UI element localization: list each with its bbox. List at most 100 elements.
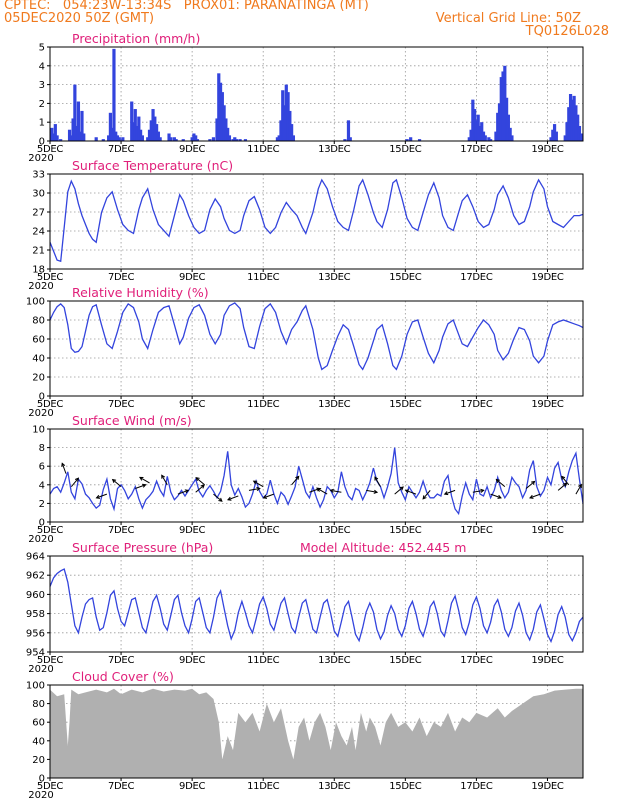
humidity-title: Relative Humidity (%)	[72, 285, 209, 300]
precipitation-ytick-label: 5	[39, 43, 45, 54]
precipitation-bar	[552, 124, 557, 141]
precipitation-bar	[114, 131, 118, 141]
precipitation-bar	[110, 127, 114, 141]
wind-frame	[49, 428, 584, 523]
wind-arrow	[330, 489, 342, 493]
wind-arrow	[525, 481, 535, 489]
wind-arrow	[227, 495, 239, 501]
precipitation-xtick-label: 19DEC	[531, 144, 564, 155]
precipitation-bar	[149, 120, 153, 141]
wind-arrow-head	[561, 475, 566, 480]
cloud-cover-year-label: 2020	[28, 790, 53, 800]
precipitation-bar	[474, 120, 478, 141]
precipitation-bar	[506, 114, 510, 141]
wind-arrow	[317, 488, 328, 495]
precipitation-xtick-label: 13DEC	[318, 144, 351, 155]
pressure-series-line	[49, 568, 584, 644]
precipitation-bar	[73, 84, 77, 141]
precipitation-bar	[505, 97, 509, 141]
precipitation-bar	[243, 139, 248, 141]
humidity-series-line	[49, 302, 584, 371]
humidity-xtick-label: 9DEC	[179, 399, 205, 410]
precipitation-bar	[282, 105, 287, 141]
wind-arrow-head	[563, 482, 568, 487]
wind-arrow	[96, 493, 108, 499]
precipitation-bar	[226, 127, 230, 141]
wind-arrow-head	[404, 489, 410, 494]
cloud-cover-ytick-label: 0	[39, 774, 45, 785]
wind-arrow-head	[399, 486, 404, 491]
pressure-ytick-label: 962	[26, 571, 45, 582]
precipitation-bar	[346, 120, 351, 141]
pressure-title: Surface Pressure (hPa)	[72, 540, 213, 555]
cloud-cover-xtick-label: 19DEC	[531, 781, 564, 792]
wind-arrow	[248, 487, 260, 491]
wind-arrow-head	[184, 489, 190, 494]
humidity-xtick-label: 11DEC	[247, 399, 280, 410]
precipitation-bar	[140, 135, 144, 141]
wind-arrow-head	[316, 488, 322, 492]
wind-arrow-head	[443, 491, 449, 496]
precipitation-ytick-label: 0	[39, 137, 45, 148]
humidity-xtick-label: 7DEC	[108, 399, 134, 410]
precipitation-bar	[121, 137, 125, 141]
wind-arrow-head	[95, 494, 101, 499]
humidity-ytick-label: 80	[32, 316, 45, 327]
humidity-ytick-label: 20	[32, 373, 45, 384]
temperature-title: Surface Temperature (nC)	[72, 158, 233, 173]
precipitation-bar	[286, 92, 290, 141]
precipitation-bar	[59, 139, 63, 141]
precipitation-bar	[69, 135, 73, 141]
wind-arrow	[444, 489, 456, 495]
precipitation-bar	[343, 139, 347, 141]
cloud-cover-area	[50, 688, 583, 778]
temperature-ytick-label: 30	[32, 189, 45, 200]
precipitation-ytick-label: 2	[39, 99, 45, 110]
wind-arrow	[139, 477, 150, 484]
wind-arrow-head	[142, 483, 147, 488]
precipitation-bar	[565, 122, 569, 141]
precipitation-bar	[551, 129, 555, 141]
wind-xtick-label: 9DEC	[179, 525, 205, 536]
precipitation-bar	[572, 95, 576, 141]
wind-arrow-head	[262, 494, 268, 499]
wind-arrow	[177, 489, 189, 495]
wind-arrow	[112, 479, 122, 488]
pressure-ytick-label: 960	[26, 590, 45, 601]
wind-arrow-head	[161, 474, 166, 479]
precipitation-bar	[115, 135, 120, 141]
temperature-ytick-label: 21	[32, 246, 45, 257]
cloud-cover-xtick-label: 13DEC	[318, 781, 351, 792]
cloud-cover-ytick-label: 60	[32, 718, 45, 729]
wind-ytick-label: 8	[39, 443, 45, 454]
wind-arrow-head	[578, 483, 582, 489]
wind-ytick-label: 6	[39, 462, 45, 473]
temperature-xtick-label: 15DEC	[389, 272, 422, 283]
humidity-xtick-label: 19DEC	[531, 399, 564, 410]
precipitation-xtick-label: 9DEC	[179, 144, 205, 155]
precipitation-bar	[405, 139, 409, 141]
precipitation-bar	[147, 129, 152, 141]
precipitation-year-label: 2020	[28, 153, 53, 164]
precipitation-bar	[137, 116, 141, 141]
pressure-ytick-label: 964	[26, 552, 45, 563]
pressure-subtitle: Model Altitude: 452.445 m	[300, 540, 466, 555]
wind-arrow	[195, 477, 205, 486]
precipitation-bar	[217, 73, 221, 141]
precipitation-bar	[348, 137, 352, 141]
wind-arrow	[61, 463, 67, 474]
precipitation-bar	[496, 112, 500, 141]
precipitation-bar	[222, 105, 226, 141]
precipitation-bar	[489, 139, 493, 141]
humidity-xtick-label: 13DEC	[318, 399, 351, 410]
humidity-xtick-label: 17DEC	[460, 399, 493, 410]
wind-arrow	[496, 479, 506, 488]
wind-xtick-label: 17DEC	[460, 525, 493, 536]
pressure-xtick-label: 19DEC	[531, 655, 564, 666]
wind-xtick-label: 5DEC	[37, 525, 63, 536]
precipitation-bar	[568, 94, 573, 141]
pressure-year-label: 2020	[28, 664, 53, 675]
precipitation-bar	[67, 129, 72, 141]
wind-xtick-label: 13DEC	[318, 525, 351, 536]
precipitation-bar	[55, 135, 59, 141]
